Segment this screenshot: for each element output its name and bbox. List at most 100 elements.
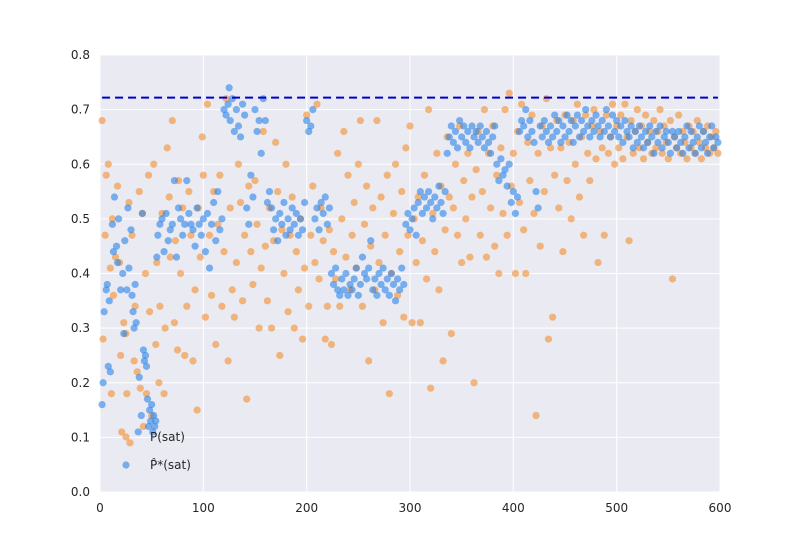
data-point <box>104 362 112 370</box>
data-point <box>350 198 358 207</box>
data-point <box>528 111 536 119</box>
data-point <box>598 144 606 152</box>
data-point <box>689 138 697 146</box>
data-point <box>261 116 269 125</box>
data-point <box>435 182 443 190</box>
data-point <box>646 122 654 130</box>
data-point <box>559 248 567 256</box>
data-point <box>307 231 315 239</box>
data-point <box>218 215 226 223</box>
data-point <box>416 319 424 327</box>
data-point <box>329 280 338 289</box>
data-point <box>664 138 672 146</box>
data-point <box>592 111 600 119</box>
data-point <box>588 116 596 125</box>
data-point <box>185 209 193 218</box>
data-point <box>431 193 439 201</box>
data-point <box>124 204 132 212</box>
data-point <box>298 335 307 343</box>
data-point <box>625 133 633 141</box>
y-tick-label: 0.7 <box>71 103 90 117</box>
data-point <box>156 220 164 228</box>
data-point <box>303 111 311 119</box>
data-point <box>160 390 168 398</box>
data-point <box>666 149 675 157</box>
data-point <box>100 308 108 316</box>
data-point <box>569 138 577 146</box>
data-point <box>139 346 147 354</box>
data-point <box>675 111 683 119</box>
data-point <box>170 177 178 185</box>
data-point <box>234 122 243 130</box>
data-point <box>437 198 445 207</box>
data-point <box>464 127 472 136</box>
data-point <box>476 231 484 239</box>
data-point <box>346 280 354 289</box>
data-point <box>158 215 166 223</box>
data-point <box>301 264 309 272</box>
data-point <box>340 286 348 294</box>
data-point <box>513 193 522 201</box>
data-point <box>656 122 664 130</box>
data-point <box>691 149 699 157</box>
data-point <box>259 127 267 136</box>
data-point <box>379 319 387 327</box>
data-point <box>309 182 317 190</box>
data-point <box>195 220 203 228</box>
data-point <box>677 138 685 146</box>
data-point <box>584 149 592 157</box>
data-point <box>371 275 379 283</box>
data-point <box>224 357 232 365</box>
data-point <box>604 122 613 130</box>
data-point <box>187 220 195 228</box>
data-point <box>123 286 131 294</box>
data-point <box>290 324 298 332</box>
data-point <box>146 406 154 414</box>
data-point <box>528 127 536 136</box>
data-point <box>464 149 472 157</box>
data-point <box>136 384 144 392</box>
data-point <box>230 313 238 321</box>
data-point <box>243 395 251 403</box>
data-point <box>635 122 644 130</box>
data-point <box>509 149 517 157</box>
data-point <box>131 280 139 289</box>
data-point <box>420 171 429 179</box>
data-point <box>171 237 180 245</box>
data-point <box>245 220 253 228</box>
data-point <box>650 149 658 157</box>
data-point <box>332 264 340 272</box>
data-point <box>660 133 668 141</box>
data-point <box>210 198 218 207</box>
data-point <box>590 127 598 136</box>
legend-marker <box>122 461 130 469</box>
data-point <box>170 319 178 327</box>
data-point <box>203 100 212 108</box>
data-point <box>168 116 176 125</box>
data-point <box>205 231 214 239</box>
data-point <box>466 144 474 152</box>
data-point <box>532 187 540 196</box>
data-point <box>120 329 128 338</box>
data-point <box>377 280 385 289</box>
data-point <box>458 258 466 267</box>
data-point <box>559 122 567 130</box>
y-tick-label: 0.0 <box>71 485 90 499</box>
data-point <box>404 231 412 239</box>
legend-label: P̂*(sat) <box>150 458 191 472</box>
data-point <box>652 144 660 152</box>
data-point <box>126 439 134 447</box>
data-point <box>352 264 360 272</box>
data-point <box>137 411 145 420</box>
data-point <box>272 138 280 146</box>
data-point <box>354 160 362 168</box>
data-point <box>493 171 501 179</box>
data-point <box>511 269 519 278</box>
data-point <box>236 133 245 141</box>
data-point <box>327 269 336 278</box>
data-point <box>101 231 109 239</box>
data-point <box>130 357 138 365</box>
data-point <box>247 248 255 256</box>
data-point <box>319 237 327 245</box>
data-point <box>212 340 220 349</box>
